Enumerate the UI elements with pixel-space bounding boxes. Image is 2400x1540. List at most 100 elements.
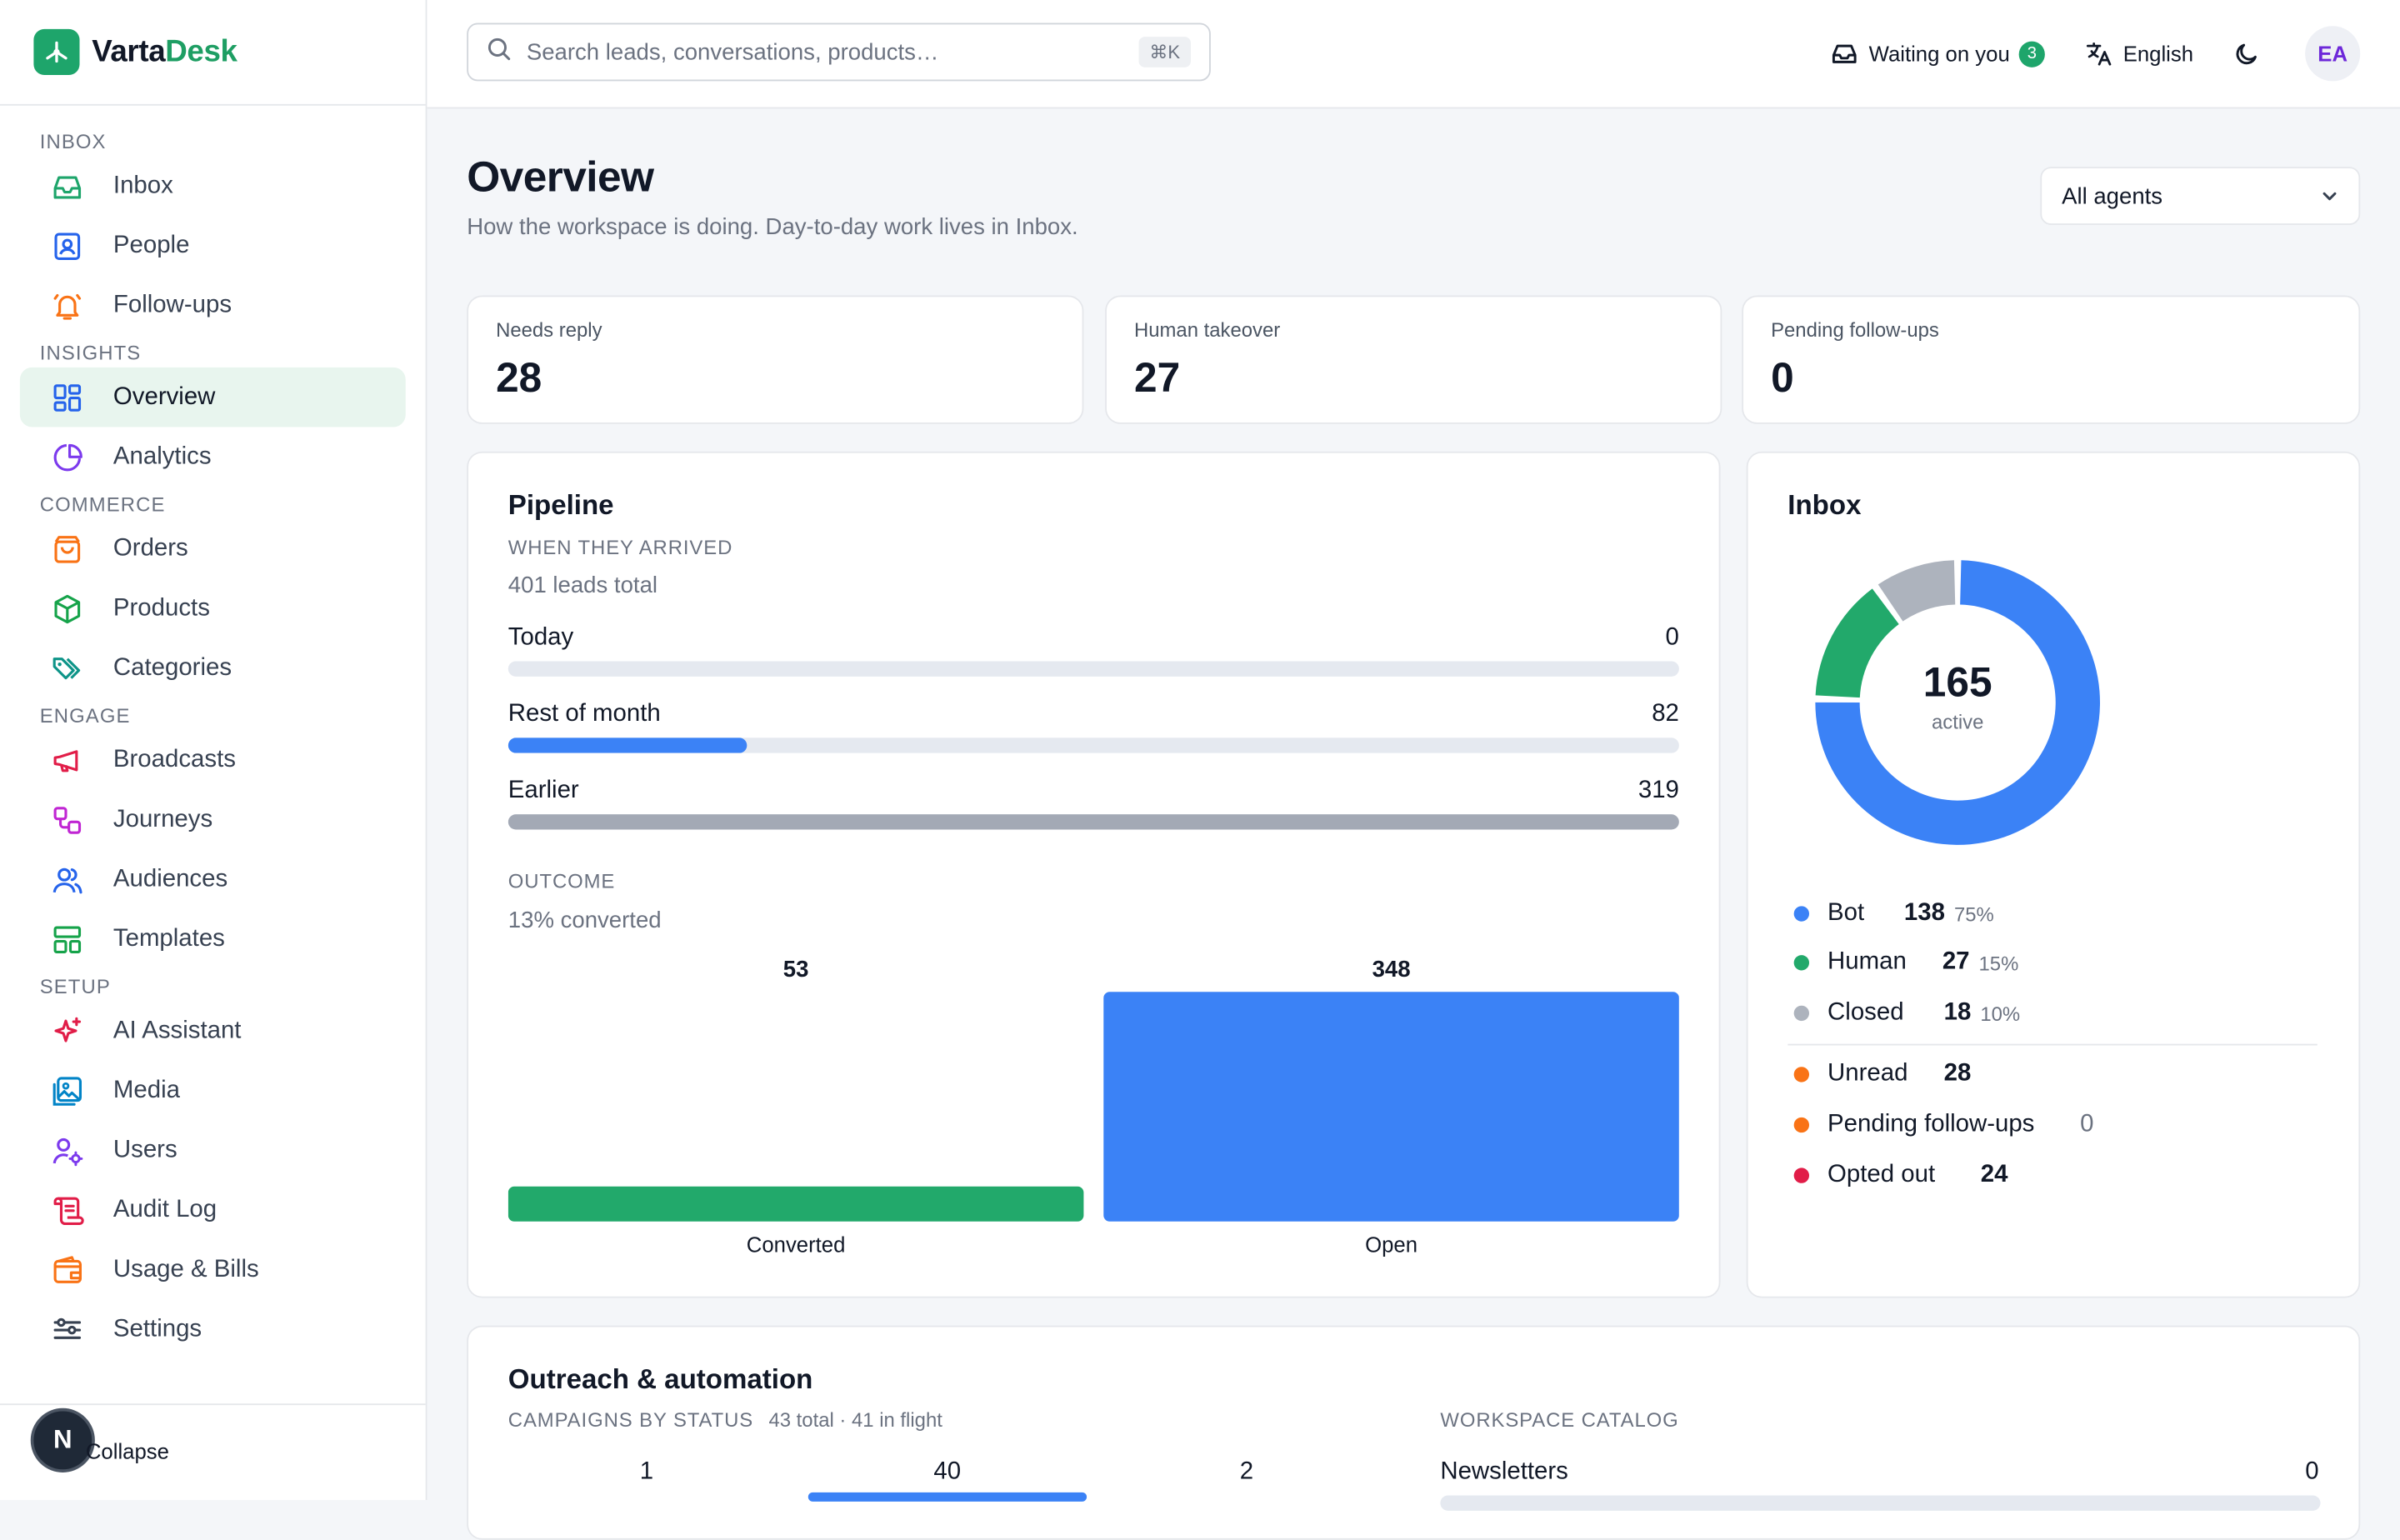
page-subtitle: How the workspace is doing. Day-to-day w… — [467, 214, 1078, 241]
inbox-stat-opted-out: Opted out 24 — [1793, 1158, 2008, 1192]
inbox-tray-icon — [1831, 42, 1858, 66]
sidebar-item-categories[interactable]: Categories — [20, 638, 406, 698]
workflow-icon — [51, 802, 84, 836]
sidebar-item-people[interactable]: People — [20, 216, 406, 276]
box-icon — [51, 592, 84, 625]
kpi-label: Human takeover — [1134, 318, 1281, 342]
legend-pct: 10% — [1980, 1002, 2021, 1025]
donut-slice-closed — [1878, 560, 1956, 622]
avatar[interactable]: EA — [2305, 26, 2361, 82]
scroll-icon — [51, 1193, 84, 1227]
pipeline-row-value: 82 — [1652, 701, 1679, 728]
kpi-card-human-takeover[interactable]: Human takeover 27 — [1105, 295, 1722, 424]
sidebar-item-journeys[interactable]: Journeys — [20, 790, 406, 850]
waiting-on-you-button[interactable]: Waiting on you 3 — [1831, 40, 2046, 67]
legend-value: 138 — [1903, 900, 1945, 927]
sidebar-item-label: Audiences — [112, 865, 228, 892]
sidebar-item-users[interactable]: Users — [20, 1120, 406, 1180]
stat-label: Pending follow-ups — [1828, 1111, 2035, 1138]
catalog-heading: WORKSPACE CATALOG — [1440, 1408, 1679, 1432]
campaign-status-count: 1 — [639, 1458, 654, 1485]
catalog-row-label: Newsletters — [1440, 1458, 1568, 1485]
inbox-card: Inbox 165 active Bot 138 75% Human 27 15… — [1746, 451, 2361, 1298]
donut-center-value: 165 — [1922, 659, 1992, 706]
section-label-commerce: COMMERCE — [39, 492, 166, 516]
sidebar-item-usage-bills[interactable]: Usage & Bills — [20, 1240, 406, 1300]
legend-label: Human — [1828, 948, 1907, 976]
donut-slice-bot — [1815, 560, 2101, 845]
sidebar-item-broadcasts[interactable]: Broadcasts — [20, 730, 406, 790]
legend-label: Closed — [1828, 999, 1904, 1026]
sidebar-item-audiences[interactable]: Audiences — [20, 849, 406, 909]
legend-dot — [1793, 955, 1810, 971]
outreach-card: Outreach & automation CAMPAIGNS BY STATU… — [467, 1325, 2361, 1540]
search-placeholder: Search leads, conversations, products… — [526, 38, 939, 66]
legend-row-bot: Bot 138 75% — [1793, 897, 1994, 930]
sidebar-item-follow-ups[interactable]: Follow-ups — [20, 276, 406, 336]
pipeline-title: Pipeline — [508, 489, 614, 521]
theme-toggle[interactable] — [2233, 40, 2272, 68]
section-label-setup: SETUP — [39, 975, 111, 998]
sidebar-item-label: Overview — [112, 383, 216, 410]
sidebar-item-analytics[interactable]: Analytics — [20, 427, 406, 487]
sidebar-item-products[interactable]: Products — [20, 578, 406, 638]
sidebar-item-inbox[interactable]: Inbox — [20, 156, 406, 216]
sidebar-item-label: Templates — [112, 925, 225, 952]
sidebar-item-orders[interactable]: Orders — [20, 519, 406, 579]
donut-center-label: active — [1931, 710, 1984, 733]
inbox-icon — [51, 169, 84, 202]
pipeline-fill — [508, 738, 748, 753]
stat-dot — [1793, 1117, 1810, 1133]
kpi-card-needs-reply[interactable]: Needs reply 28 — [467, 295, 1084, 424]
sidebar-item-audit-log[interactable]: Audit Log — [20, 1180, 406, 1240]
section-label-engage: ENGAGE — [39, 703, 131, 728]
pipeline-track — [508, 814, 1679, 830]
section-label-inbox: INBOX — [39, 130, 107, 153]
sidebar-item-label: People — [112, 232, 190, 258]
legend-dot — [1793, 906, 1810, 922]
outcome-bar-chart: 53 Converted 348 Open — [508, 956, 1679, 1257]
pipeline-row-value: 319 — [1638, 778, 1679, 804]
campaign-status-bar — [808, 1492, 1088, 1502]
search-icon — [487, 36, 511, 68]
section-label-insights: INSIGHTS — [39, 341, 142, 365]
kpi-card-pending-follow-ups[interactable]: Pending follow-ups 0 — [1742, 295, 2361, 424]
sidebar-item-media[interactable]: Media — [20, 1061, 406, 1121]
sidebar-item-label: Follow-ups — [112, 291, 232, 318]
legend-value: 18 — [1943, 999, 1972, 1026]
bell-icon — [51, 288, 84, 322]
stat-dot — [1793, 1168, 1810, 1183]
image-icon — [51, 1073, 84, 1107]
sidebar-item-settings[interactable]: Settings — [20, 1299, 406, 1359]
legend-row-human: Human 27 15% — [1793, 946, 2018, 979]
sidebar-item-label: Broadcasts — [112, 746, 236, 772]
agent-filter-select[interactable]: All agents — [2040, 167, 2361, 226]
translate-icon — [2085, 40, 2112, 68]
sidebar-item-label: Settings — [112, 1315, 202, 1342]
arrived-heading: WHEN THEY ARRIVED — [508, 535, 733, 559]
leads-total: 401 leads total — [508, 572, 658, 599]
dev-badge[interactable]: N — [30, 1408, 95, 1472]
pipeline-row-value: 0 — [1665, 624, 1679, 651]
bar-category-label: Open — [1365, 1233, 1418, 1257]
pipeline-track — [508, 661, 1679, 677]
donut-slice-human — [1815, 588, 1899, 698]
sidebar-item-templates[interactable]: Templates — [20, 909, 406, 969]
sidebar-item-label: Journeys — [112, 806, 213, 832]
waiting-label: Waiting on you — [1868, 41, 2010, 66]
legend-pct: 75% — [1953, 902, 1994, 926]
collapse-button[interactable]: Collapse — [85, 1438, 169, 1463]
brand[interactable]: VartaDesk — [0, 0, 426, 106]
language-button[interactable]: English — [2085, 40, 2193, 68]
campaign-status-count: 2 — [1239, 1458, 1254, 1485]
sidebar-item-overview[interactable]: Overview — [19, 367, 406, 428]
bar-category-label: Converted — [747, 1233, 846, 1257]
catalog-track — [1440, 1495, 2321, 1511]
pipeline-track — [508, 738, 1679, 753]
pipeline-row-label: Today — [508, 624, 574, 651]
search-input[interactable]: Search leads, conversations, products… ⌘… — [467, 22, 1211, 82]
legend-divider — [1788, 1043, 2318, 1046]
sidebar-item-ai-assistant[interactable]: AI Assistant — [20, 1001, 406, 1061]
topbar: Search leads, conversations, products… ⌘… — [427, 0, 2400, 109]
sidebar-item-label: AI Assistant — [112, 1017, 242, 1043]
